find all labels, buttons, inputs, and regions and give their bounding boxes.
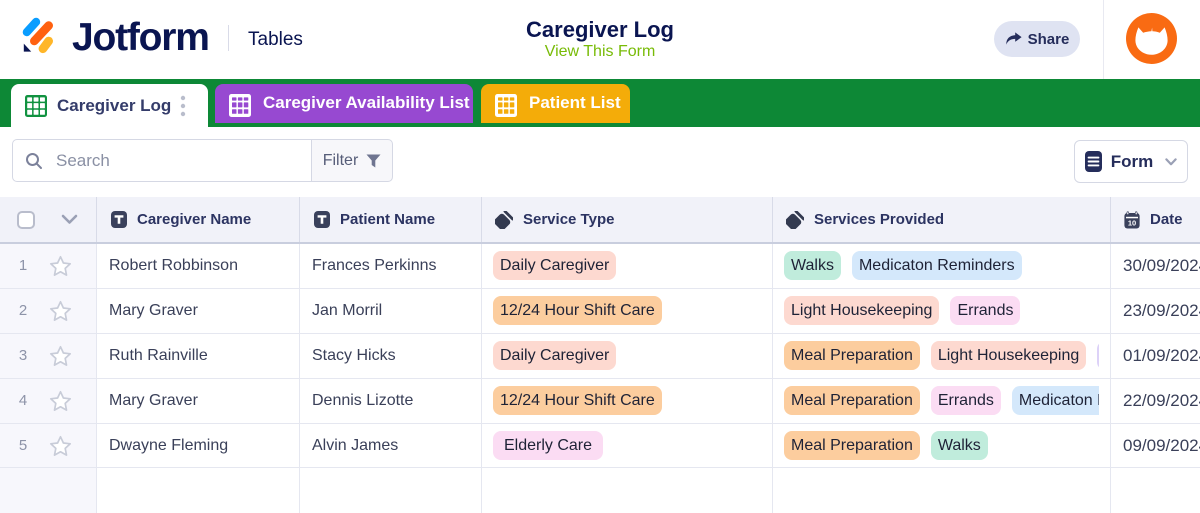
- svg-text:10: 10: [1128, 218, 1136, 227]
